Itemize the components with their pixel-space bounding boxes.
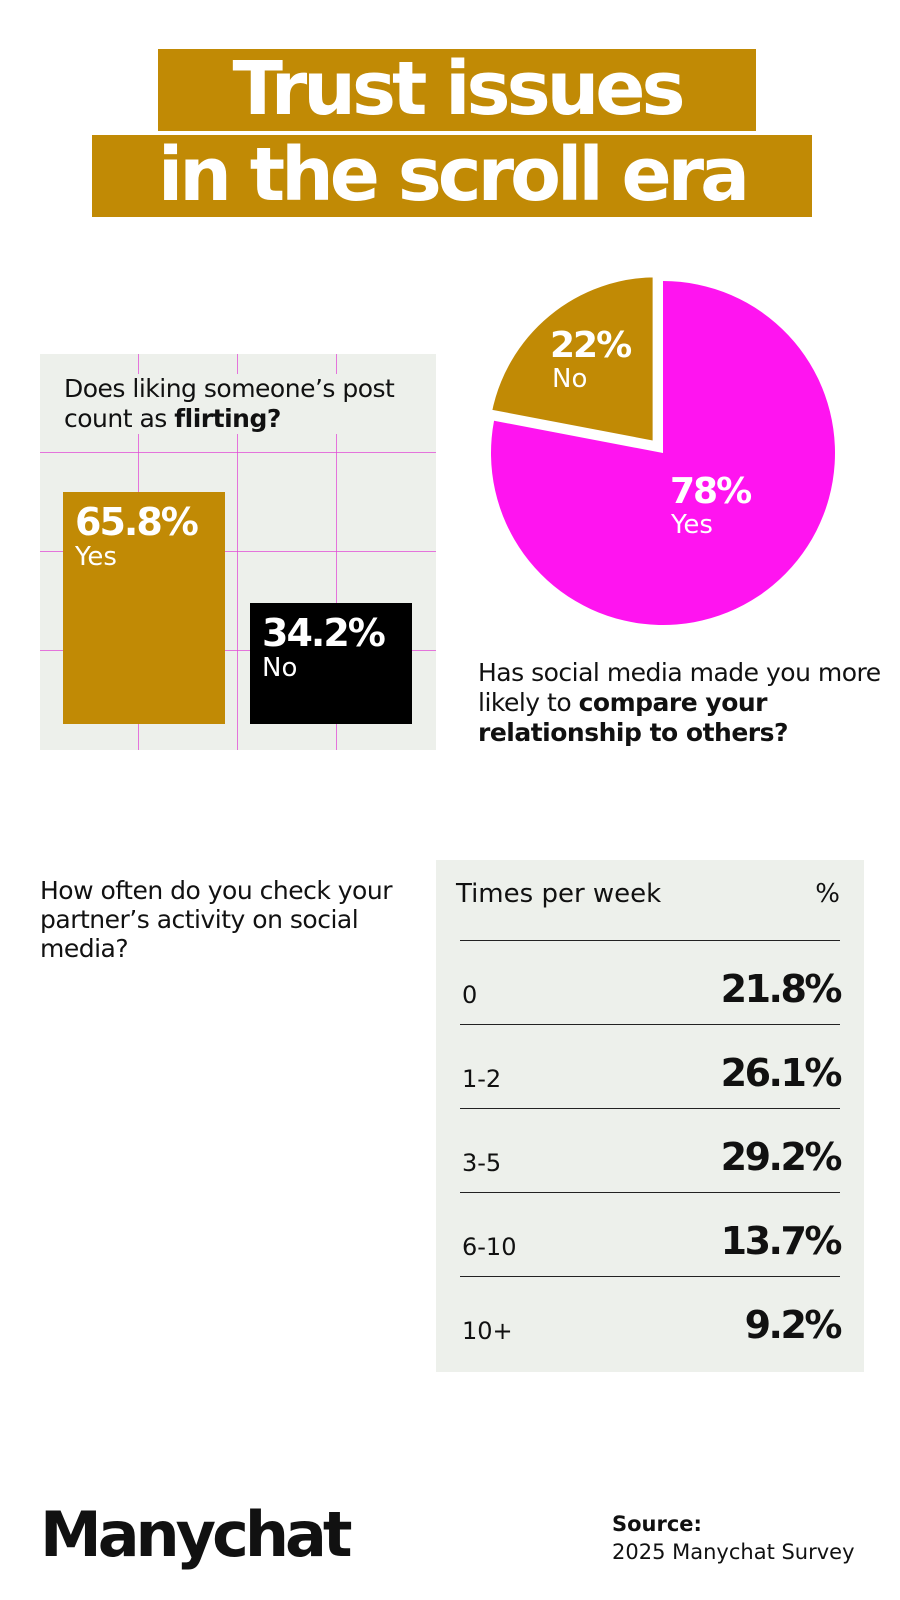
bar-question-bold: flirting? (174, 404, 281, 433)
table-row: 0 21.8% (460, 940, 843, 1025)
table-cell-value: 13.7% (720, 1219, 843, 1263)
pie-chart: 22% No 78% Yes (482, 269, 835, 625)
title-line-2: in the scroll era (92, 135, 812, 217)
frequency-table: Times per week % 0 21.8% 1-2 26.1% 3-5 2… (436, 860, 864, 1372)
pie-question-plain: Has social media made you more likely to (478, 658, 881, 717)
table-row: 6-10 13.7% (460, 1192, 843, 1277)
table-cell-value: 29.2% (720, 1135, 843, 1179)
bar-no: 34.2% No (250, 603, 412, 724)
bar-yes: 65.8% Yes (63, 492, 225, 724)
table-question: How often do you check your partner’s ac… (40, 876, 392, 963)
table-row: 10+ 9.2% (460, 1276, 843, 1361)
bar-no-label: No (262, 653, 298, 684)
pie-no-label: No (552, 364, 587, 394)
table-cell-value: 21.8% (720, 967, 843, 1011)
table-cell-category: 3-5 (462, 1149, 502, 1177)
source-text: 2025 Manychat Survey (612, 1540, 855, 1564)
source-label: Source: (612, 1512, 702, 1536)
table-header-times: Times per week (456, 879, 662, 909)
table-cell-category: 10+ (462, 1317, 513, 1345)
pie-yes-value: 78% (670, 471, 751, 512)
pie-chart-question: Has social media made you more likely to… (478, 658, 888, 748)
table-header-percent: % (815, 879, 840, 909)
pie-yes-label: Yes (670, 510, 713, 540)
pie-no-value: 22% (550, 325, 631, 366)
pie-slice-no (482, 269, 661, 451)
grid-line (336, 354, 337, 750)
bar-chart-question: Does liking someone’s post count as flir… (64, 374, 404, 434)
bar-chart-panel: Does liking someone’s post count as flir… (40, 354, 436, 750)
grid-line (237, 354, 238, 750)
table-row: 1-2 26.1% (460, 1024, 843, 1109)
bar-yes-value: 65.8% (75, 500, 199, 544)
title-line-1: Trust issues (158, 49, 756, 131)
bar-no-value: 34.2% (262, 611, 386, 656)
table-cell-category: 0 (462, 981, 478, 1009)
table-cell-value: 26.1% (720, 1051, 843, 1095)
pie-question-bold: compare your relationship to others? (478, 688, 788, 747)
table-cell-value: 9.2% (744, 1303, 843, 1347)
pie-slice-yes (491, 281, 835, 625)
manychat-logo: Manychat (40, 1498, 352, 1571)
grid-line (40, 650, 436, 651)
bar-yes-label: Yes (75, 542, 117, 572)
table-cell-category: 1-2 (462, 1065, 502, 1093)
bar-question-plain: Does liking someone’s post count as (64, 374, 395, 433)
grid-line (40, 551, 436, 552)
table-row: 3-5 29.2% (460, 1108, 843, 1193)
table-cell-category: 6-10 (462, 1233, 517, 1261)
grid-line (40, 452, 436, 453)
